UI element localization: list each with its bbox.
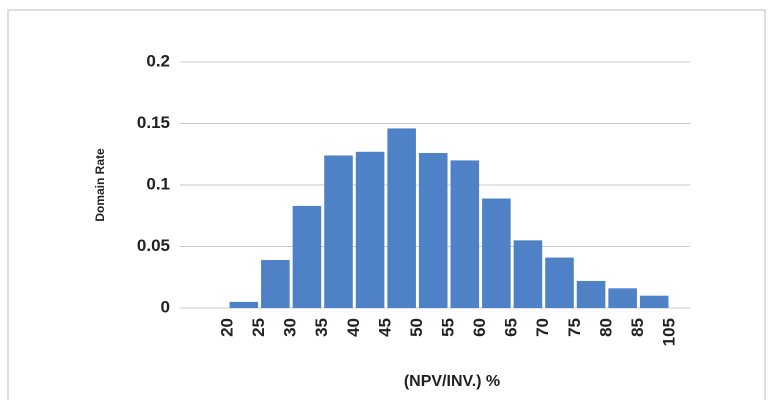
x-tick-label: 40 [344, 318, 363, 337]
x-tick-label: 30 [281, 318, 300, 337]
x-tick-label: 55 [438, 318, 457, 337]
y-tick-label: 0 [161, 297, 170, 316]
y-tick-label: 0.15 [137, 113, 170, 132]
x-axis-title: (NPV/INV.) % [404, 373, 500, 390]
x-tick-label: 65 [502, 318, 521, 337]
x-tick-label: 75 [565, 318, 584, 337]
bar [324, 155, 353, 308]
bar [608, 288, 637, 308]
bar [261, 260, 290, 308]
bar [482, 198, 511, 308]
x-tick-label: 20 [217, 318, 236, 337]
x-tick-label: 105 [659, 318, 678, 346]
x-tick-label: 80 [596, 318, 615, 337]
bar [545, 257, 574, 308]
bar [576, 280, 606, 308]
y-tick-label: 0.2 [146, 51, 170, 70]
x-tick-label: 85 [628, 318, 647, 337]
x-tick-label: 70 [533, 318, 552, 337]
y-tick-label: 0.1 [146, 174, 170, 193]
bar [418, 153, 448, 308]
x-tick-label: 60 [470, 318, 489, 337]
y-tick-label: 0.05 [137, 236, 170, 255]
bar [387, 128, 416, 308]
bar [292, 205, 322, 308]
bar [355, 151, 385, 308]
bar [513, 240, 543, 308]
chart-frame [7, 9, 766, 400]
bar [229, 301, 259, 308]
x-tick-label: 35 [312, 318, 331, 337]
x-tick-label: 25 [249, 318, 268, 337]
bar [450, 160, 480, 308]
bar [639, 295, 669, 308]
x-tick-label: 45 [375, 318, 394, 337]
x-tick-label: 50 [407, 318, 426, 337]
y-axis-title: Domain Rate [93, 148, 107, 222]
